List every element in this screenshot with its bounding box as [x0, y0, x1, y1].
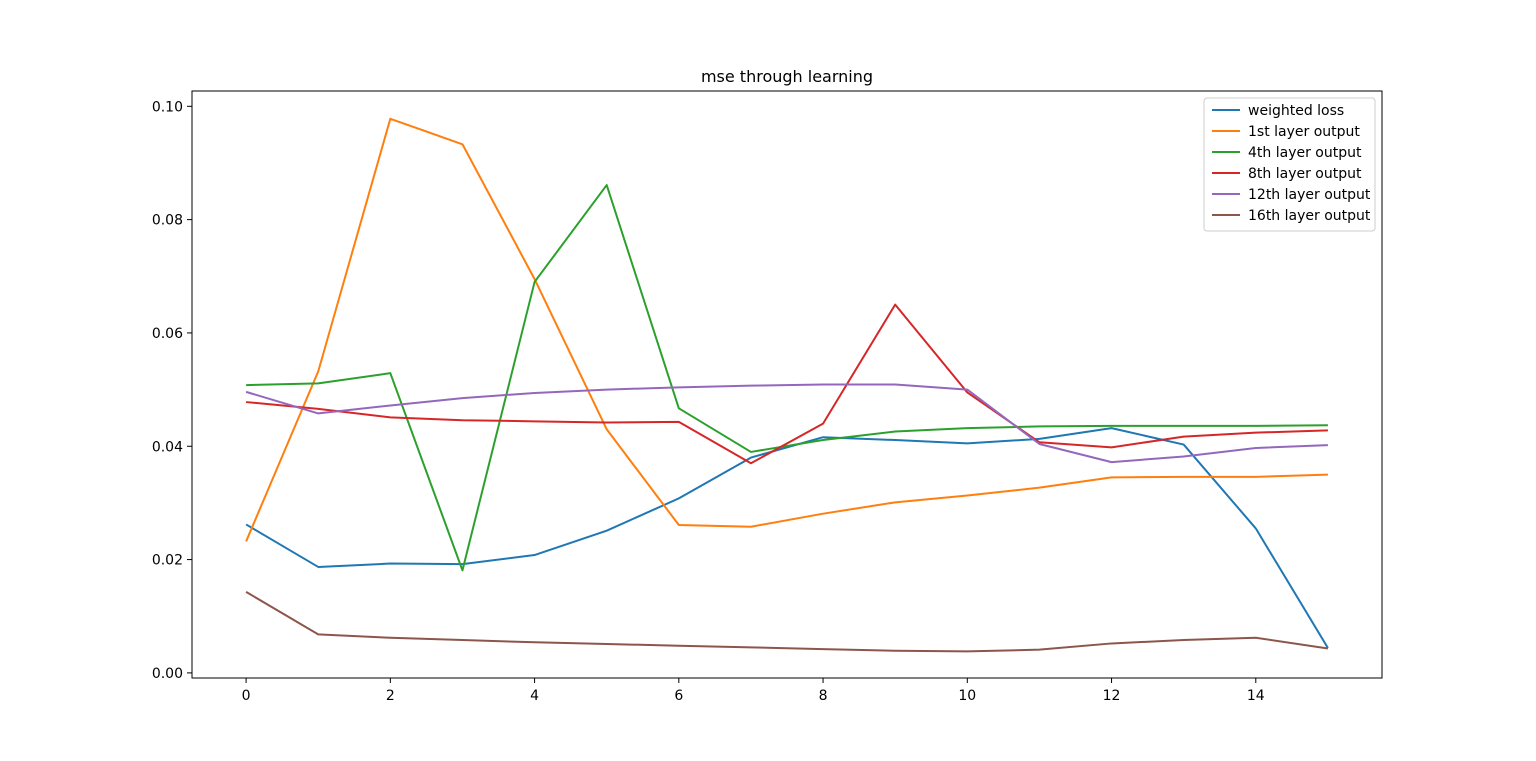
legend-box: [1203, 97, 1376, 232]
x-axis: 0 2 4 6 8 10 12 14: [242, 678, 1265, 704]
x-tick-label: 12: [1103, 688, 1121, 704]
series-line-5: [245, 383, 1328, 464]
y-tick-label: 0.08: [152, 213, 183, 229]
plot-area: [245, 117, 1329, 653]
series-line-2: [245, 117, 1328, 542]
series-line-6: [245, 591, 1329, 653]
y-tick-label: 0.10: [152, 99, 183, 115]
legend-label: 1st layer output: [1248, 124, 1360, 140]
legend-label: weighted loss: [1248, 103, 1344, 119]
x-tick-label: 4: [530, 688, 539, 704]
y-axis: 0.00 0.02 0.04 0.06 0.08 0.10: [152, 99, 192, 682]
x-tick-label: 2: [386, 688, 395, 704]
x-tick-label: 14: [1247, 688, 1265, 704]
y-tick-label: 0.02: [152, 553, 183, 569]
series-line-1: [245, 427, 1329, 649]
x-tick-label: 6: [674, 688, 683, 704]
series-line-4: [245, 303, 1328, 465]
chart-title: mse through learning: [701, 67, 873, 86]
legend-label: 8th layer output: [1248, 166, 1362, 182]
series-line-3: [246, 184, 1328, 572]
x-tick-label: 8: [819, 688, 828, 704]
legend-label: 16th layer output: [1248, 208, 1371, 224]
y-tick-label: 0.00: [152, 666, 183, 682]
y-tick-label: 0.04: [152, 439, 183, 455]
legend: weighted loss 1st layer output 4th layer o…: [1203, 97, 1376, 232]
y-tick-label: 0.06: [152, 326, 183, 342]
x-tick-label: 10: [958, 688, 976, 704]
x-tick-label: 0: [242, 688, 251, 704]
legend-label: 4th layer output: [1248, 145, 1362, 161]
legend-label: 12th layer output: [1248, 187, 1371, 203]
axes-frame: [191, 90, 1383, 679]
